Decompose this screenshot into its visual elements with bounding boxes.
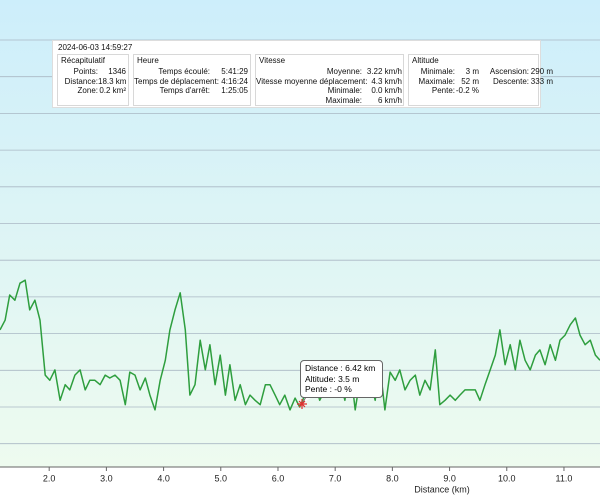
summary-value: 5:41:29 <box>221 67 248 76</box>
timestamp: 2024-06-03 14:59:27 <box>58 43 133 52</box>
x-tick-label: 7.0 <box>329 473 342 483</box>
summary-label: Vitesse moyenne déplacement: <box>256 76 368 86</box>
summary-value: 18.3 km <box>98 76 127 86</box>
summary-section: Heure Temps écoulé: 5:41:29 Temps de déplac… <box>133 54 251 106</box>
x-tick-label: 4.0 <box>157 473 170 483</box>
tooltip: Distance : 6.42 km Altitude: 3.5 m Pente :… <box>300 360 383 398</box>
summary-panel: 2024-06-03 14:59:27 Récapitulatif Points:… <box>52 40 553 108</box>
summary-label: Zone: <box>77 86 98 95</box>
summary-value: 3 m <box>465 67 479 76</box>
summary-label: Minimale: <box>327 86 362 95</box>
section-title: Récapitulatif <box>61 56 106 65</box>
summary-section: Vitesse Moyenne: 3.22 km/h Vitesse moyenne … <box>255 54 404 106</box>
summary-label: Maximale: <box>325 95 362 105</box>
section-title: Altitude <box>412 56 439 65</box>
summary-value: 3.22 km/h <box>366 67 402 76</box>
section-column: Ascension: 290 m Descente: 333 m <box>485 67 553 96</box>
summary-row: Maximale: 52 m <box>409 77 479 87</box>
summary-value: 1:25:05 <box>221 86 248 95</box>
summary-label: Distance: <box>64 76 98 86</box>
summary-row: Ascension: 290 m <box>485 67 553 77</box>
summary-value: 290 m <box>530 67 553 76</box>
x-tick-label: 5.0 <box>215 473 228 483</box>
summary-row: Vitesse moyenne déplacement: 4.3 km/h <box>256 77 402 87</box>
tooltip-line: Pente : -0 % <box>305 384 352 394</box>
x-tick-label: 2.0 <box>43 473 56 483</box>
summary-label: Ascension: <box>489 67 529 76</box>
summary-row: Temps d'arrêt: 1:25:05 <box>134 86 248 96</box>
summary-row: Pente: -0.2 % <box>409 86 479 96</box>
tooltip-line: Distance : 6.42 km <box>305 363 376 373</box>
section-title: Vitesse <box>259 56 286 65</box>
summary-label: Points: <box>73 67 98 76</box>
x-tick-label: 11.0 <box>556 473 573 483</box>
position-marker <box>297 398 308 409</box>
section-title: Heure <box>137 56 159 65</box>
section-column: Points: 1346 Distance: 18.3 km Zone: 0.2 km² <box>58 67 127 96</box>
x-axis-label: Distance (km) <box>414 484 470 494</box>
summary-value: 333 m <box>530 76 553 86</box>
summary-row: Points: 1346 <box>58 67 126 77</box>
summary-row: Distance: 18.3 km <box>58 76 127 87</box>
section-column: Moyenne: 3.22 km/h Vitesse moyenne déplace… <box>256 67 402 105</box>
section-columns: Minimale: 3 m Maximale: 52 m Pente: -0.2 % Asc… <box>409 67 553 96</box>
x-tick-label: 9.0 <box>443 473 456 483</box>
summary-value: 4:16:24 <box>221 76 248 86</box>
summary-section: Récapitulatif Points: 1346 Distance: 18.3 km… <box>57 54 129 106</box>
summary-value: 0.0 km/h <box>371 86 402 95</box>
summary-label: Temps de déplacement: <box>134 76 219 86</box>
summary-value: 1346 <box>108 67 126 76</box>
summary-label: Minimale: <box>420 67 455 76</box>
summary-value: -0.2 % <box>455 86 479 95</box>
summary-row: Descente: 333 m <box>485 77 553 87</box>
summary-value: 4.3 km/h <box>371 76 402 86</box>
section-column: Minimale: 3 m Maximale: 52 m Pente: -0.2 % <box>409 67 479 96</box>
summary-label: Temps écoulé: <box>158 67 210 76</box>
summary-label: Temps d'arrêt: <box>159 86 210 95</box>
x-tick-label: 3.0 <box>100 473 113 483</box>
summary-value: 0.2 km² <box>99 86 126 95</box>
section-columns: Moyenne: 3.22 km/h Vitesse moyenne déplace… <box>256 67 402 105</box>
x-tick-label: 6.0 <box>272 473 285 483</box>
section-columns: Temps écoulé: 5:41:29 Temps de déplacement… <box>134 67 248 96</box>
section-column: Temps écoulé: 5:41:29 Temps de déplacement… <box>134 67 248 96</box>
summary-row: Zone: 0.2 km² <box>58 86 126 96</box>
summary-row: Temps de déplacement: 4:16:24 <box>134 77 248 87</box>
summary-row: Temps écoulé: 5:41:29 <box>134 67 248 77</box>
section-columns: Points: 1346 Distance: 18.3 km Zone: 0.2 km² <box>58 67 127 96</box>
summary-section: Altitude Minimale: 3 m Maximale: 52 m Pente: -… <box>408 54 553 106</box>
summary-row: Minimale: 3 m <box>409 67 479 77</box>
summary-row: Moyenne: 3.22 km/h <box>256 67 402 77</box>
summary-label: Maximale: <box>418 76 455 86</box>
summary-value: 6 km/h <box>377 95 402 105</box>
x-tick-label: 8.0 <box>386 473 399 483</box>
summary-row: Minimale: 0.0 km/h <box>256 86 402 96</box>
tooltip-line: Altitude: 3.5 m <box>305 373 360 384</box>
summary-label: Descente: <box>492 76 529 86</box>
summary-row: Maximale: 6 km/h <box>256 96 402 106</box>
summary-label: Moyenne: <box>326 67 362 76</box>
x-tick-label: 10.0 <box>498 473 516 483</box>
summary-value: 52 m <box>461 76 479 86</box>
summary-label: Pente: <box>431 86 455 95</box>
